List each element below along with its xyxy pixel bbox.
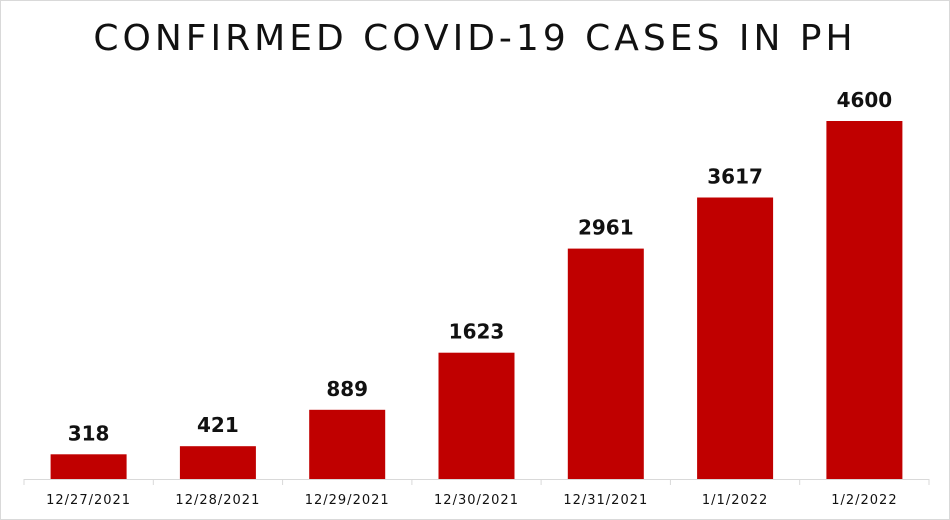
data-label-0: 318 [68,421,110,445]
bar-3 [438,352,515,479]
bar-2 [309,409,386,479]
x-tick-label-5: 1/1/2022 [702,493,768,508]
bar-4 [567,248,644,479]
x-tick-label-4: 12/31/2021 [563,493,648,508]
data-label-4: 2961 [578,216,634,240]
x-tick-label-3: 12/30/2021 [434,493,519,508]
value-label-group: 318 421 889 1623 2961 3617 4600 [68,88,893,445]
data-label-2: 889 [326,377,368,401]
data-label-1: 421 [197,413,239,437]
x-tick-label-1: 12/28/2021 [175,493,260,508]
bar-group [50,121,903,479]
data-label-6: 4600 [837,88,893,112]
bar-1 [179,446,256,479]
x-tick-label-2: 12/29/2021 [305,493,390,508]
x-tick-label-group: 12/27/2021 12/28/2021 12/29/2021 12/30/2021… [46,493,897,508]
data-label-3: 1623 [449,320,505,344]
bar-5 [697,197,774,479]
bar-0 [50,454,127,479]
chart-title: CONFIRMED COVID-19 CASES IN PH [93,18,857,59]
x-tick-label-6: 1/2/2022 [831,493,897,508]
x-tick-label-0: 12/27/2021 [46,493,131,508]
x-axis [23,479,930,485]
bar-6 [826,121,903,479]
data-label-5: 3617 [707,165,763,189]
